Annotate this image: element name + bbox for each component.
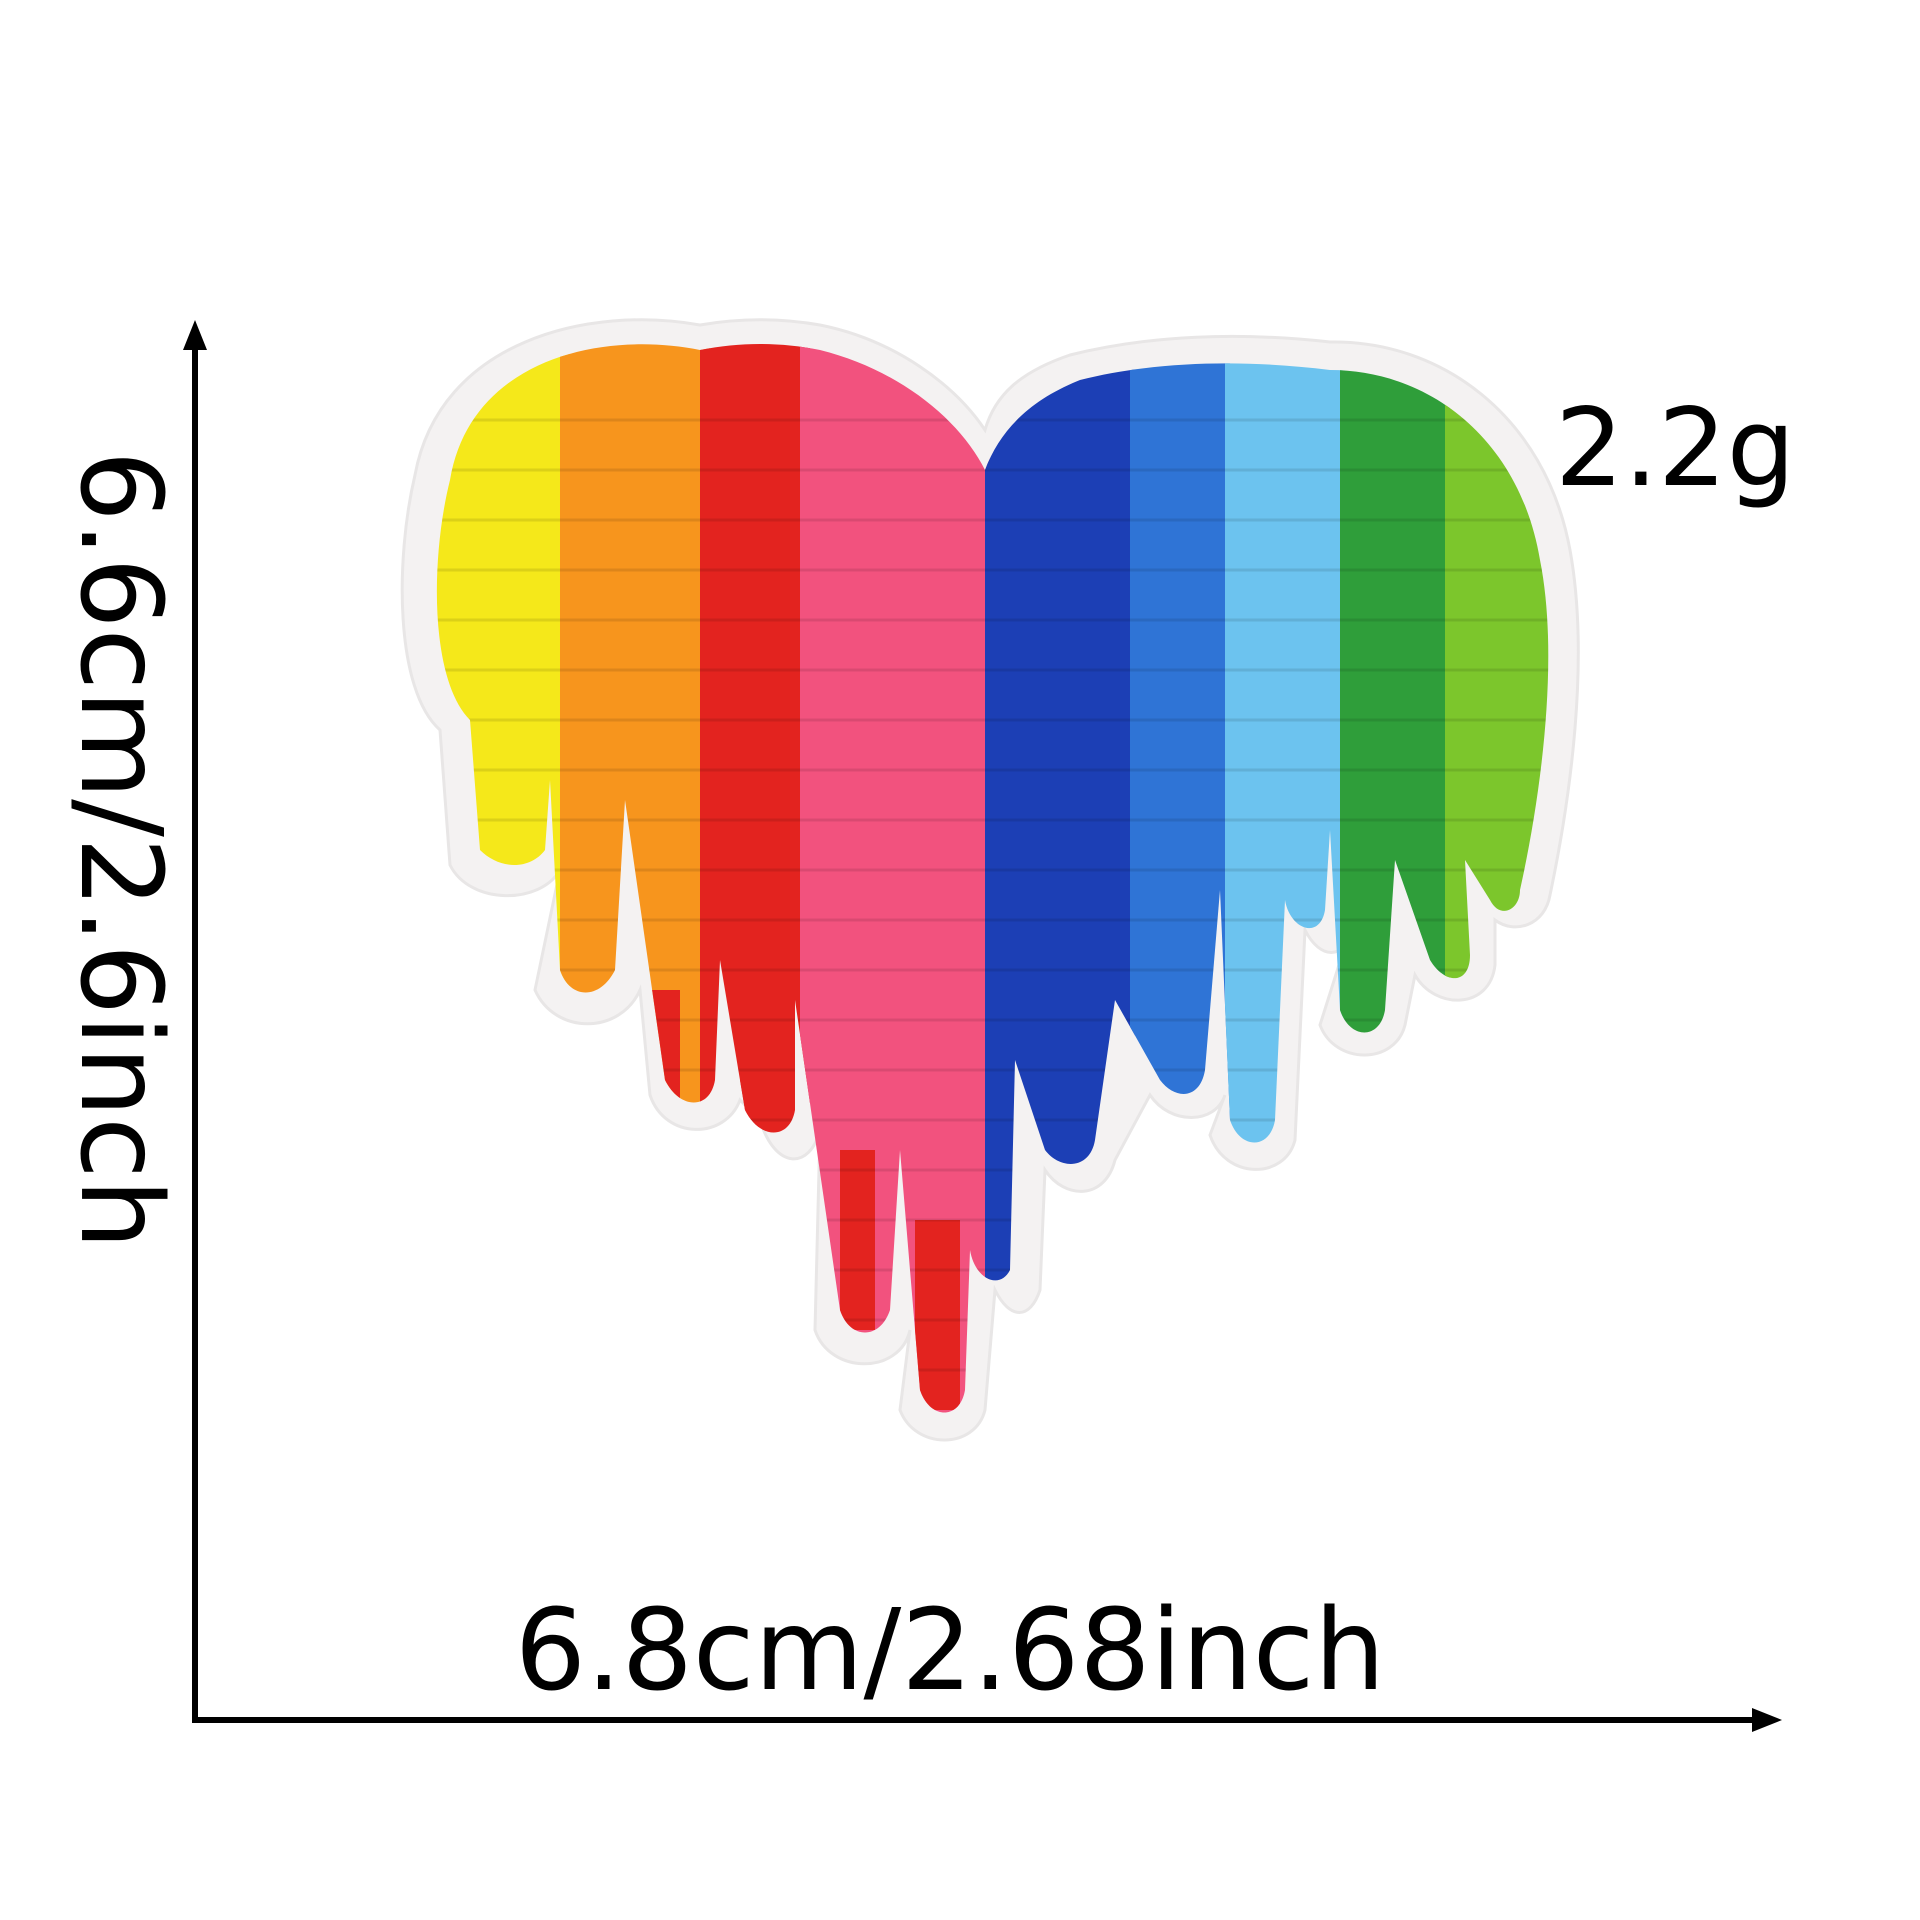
rainbow-stripes [436,344,1549,1413]
weight-label: 2.2g [1555,386,1796,511]
drip-red-2 [740,990,770,1130]
arrow-up-icon [183,320,207,350]
height-label: 6.6cm/2.6inch [55,450,185,1250]
stripe-red [700,344,810,1413]
height-arrow [183,320,207,1722]
stripe-navy-blue [985,344,1135,1413]
stripe-royal-blue [1130,344,1230,1413]
width-label: 6.8cm/2.68inch [514,1586,1386,1716]
arrow-right-icon [1752,1708,1782,1732]
width-arrow [192,1708,1782,1732]
drip-red-3 [840,1150,875,1330]
drip-red-4 [915,1220,960,1410]
